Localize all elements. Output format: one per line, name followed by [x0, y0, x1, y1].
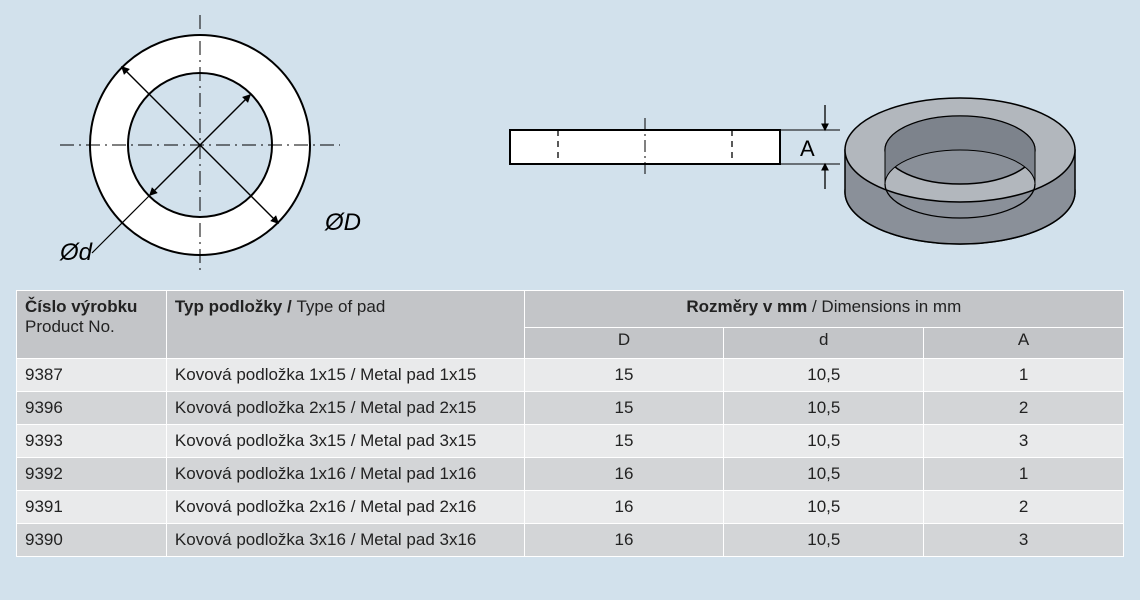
cell-D: 16: [524, 458, 724, 491]
cell-A: 3: [924, 524, 1124, 557]
label-inner-dia: Ød: [59, 239, 93, 266]
dimensions-table: Číslo výrobku Product No. Typ podložky /…: [16, 290, 1124, 557]
table-row: 9393Kovová podložka 3x15 / Metal pad 3x1…: [17, 425, 1124, 458]
top-view: ØD Ød: [59, 15, 361, 275]
cell-A: 3: [924, 425, 1124, 458]
table-row: 9391Kovová podložka 2x16 / Metal pad 2x1…: [17, 491, 1124, 524]
technical-drawings: ØD Ød A: [0, 0, 1140, 290]
cell-type: Kovová podložka 2x16 / Metal pad 2x16: [166, 491, 524, 524]
cell-D: 16: [524, 524, 724, 557]
table-row: 9396Kovová podložka 2x15 / Metal pad 2x1…: [17, 392, 1124, 425]
cell-d: 10,5: [724, 392, 924, 425]
cell-d: 10,5: [724, 425, 924, 458]
cell-A: 2: [924, 392, 1124, 425]
side-view: A: [510, 105, 840, 189]
col-product-no: Číslo výrobku Product No.: [17, 291, 167, 359]
cell-d: 10,5: [724, 524, 924, 557]
cell-type: Kovová podložka 1x15 / Metal pad 1x15: [166, 359, 524, 392]
cell-A: 2: [924, 491, 1124, 524]
cell-D: 15: [524, 392, 724, 425]
cell-product-no: 9390: [17, 524, 167, 557]
cell-d: 10,5: [724, 491, 924, 524]
col-A: A: [924, 328, 1124, 359]
table-row: 9387Kovová podložka 1x15 / Metal pad 1x1…: [17, 359, 1124, 392]
iso-view: [845, 98, 1075, 244]
col-d: d: [724, 328, 924, 359]
drawing-svg: ØD Ød A: [0, 0, 1140, 300]
cell-product-no: 9387: [17, 359, 167, 392]
cell-type: Kovová podložka 1x16 / Metal pad 1x16: [166, 458, 524, 491]
cell-d: 10,5: [724, 458, 924, 491]
col-type: Typ podložky / Type of pad: [166, 291, 524, 359]
cell-type: Kovová podložka 2x15 / Metal pad 2x15: [166, 392, 524, 425]
cell-D: 15: [524, 359, 724, 392]
cell-product-no: 9396: [17, 392, 167, 425]
table-row: 9392Kovová podložka 1x16 / Metal pad 1x1…: [17, 458, 1124, 491]
table-row: 9390Kovová podložka 3x16 / Metal pad 3x1…: [17, 524, 1124, 557]
cell-type: Kovová podložka 3x15 / Metal pad 3x15: [166, 425, 524, 458]
cell-D: 16: [524, 491, 724, 524]
cell-A: 1: [924, 458, 1124, 491]
label-thickness: A: [800, 136, 815, 161]
cell-D: 15: [524, 425, 724, 458]
cell-A: 1: [924, 359, 1124, 392]
label-outer-dia: ØD: [324, 209, 361, 236]
cell-product-no: 9392: [17, 458, 167, 491]
cell-d: 10,5: [724, 359, 924, 392]
cell-type: Kovová podložka 3x16 / Metal pad 3x16: [166, 524, 524, 557]
cell-product-no: 9393: [17, 425, 167, 458]
cell-product-no: 9391: [17, 491, 167, 524]
col-D: D: [524, 328, 724, 359]
